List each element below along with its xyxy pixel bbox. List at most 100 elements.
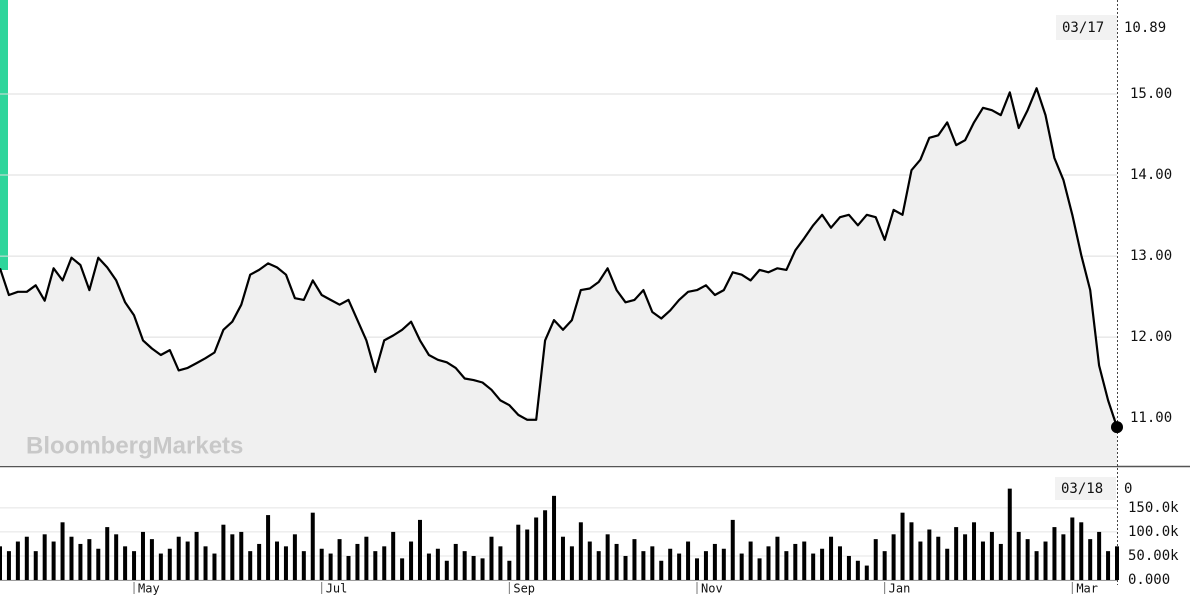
volume-bar (221, 524, 226, 580)
y-tick-label: 0.000 (1128, 572, 1170, 588)
volume-bar (328, 553, 333, 580)
volume-bar (578, 522, 583, 580)
volume-bar (516, 524, 521, 580)
volume-bar (176, 536, 181, 580)
volume-bar (444, 560, 449, 580)
volume-bar (569, 546, 574, 580)
crosshair-value: 0 (1124, 481, 1132, 497)
volume-bar (686, 541, 691, 580)
x-tick-label: Sep (513, 582, 535, 596)
volume-bar (963, 534, 968, 580)
volume-bar (775, 536, 780, 580)
volume-bar (60, 522, 65, 580)
volume-bar (266, 515, 271, 580)
volume-bar (695, 558, 700, 580)
volume-bar (96, 548, 101, 580)
crosshair-date: 03/17 (1062, 20, 1104, 36)
last-point (1111, 421, 1123, 434)
volume-bar (203, 546, 208, 580)
volume-bar (462, 551, 467, 580)
volume-bar (0, 546, 2, 580)
volume-bar (802, 541, 807, 580)
volume-bar (623, 555, 628, 580)
volume-bar (989, 531, 994, 580)
volume-bar (900, 512, 905, 580)
volume-bar (346, 555, 351, 580)
volume-bar (364, 536, 369, 580)
volume-bar (668, 548, 673, 580)
volume-bar (766, 546, 771, 580)
volume-bar (6, 551, 11, 580)
volume-bar (301, 551, 306, 580)
volume-bar (811, 553, 816, 580)
volume-bar (42, 534, 47, 580)
watermark: BloombergMarkets (26, 432, 243, 459)
volume-bar (382, 546, 387, 580)
volume-bar (453, 543, 458, 580)
volume-bar (605, 534, 610, 580)
volume-bar (51, 541, 56, 580)
volume-bar (292, 534, 297, 580)
volume-bar (149, 539, 154, 580)
volume-bar (980, 541, 985, 580)
volume-bar (248, 551, 253, 580)
volume-bar (1052, 527, 1057, 580)
volume-bar (927, 529, 932, 580)
volume-bar (659, 560, 664, 580)
volume-bar (945, 548, 950, 580)
volume-bar (873, 539, 878, 580)
volume-bar (239, 531, 244, 580)
volume-bar (471, 555, 476, 580)
volume-bar (552, 495, 557, 580)
volume-bar (105, 527, 110, 580)
volume-bar (560, 536, 565, 580)
volume-bar (1016, 531, 1021, 580)
volume-bar (194, 531, 199, 580)
volume-bar (435, 548, 440, 580)
volume-bar (257, 543, 262, 580)
volume-bar (132, 551, 137, 580)
volume-bar (140, 531, 145, 580)
volume-bar (543, 510, 548, 580)
volume-bar (1025, 539, 1030, 580)
volume-bar (1115, 546, 1119, 580)
volume-bar (864, 565, 869, 580)
volume-bar (757, 558, 762, 580)
volume-bar (998, 543, 1003, 580)
volume-bar (507, 560, 512, 580)
crosshair-box (1056, 15, 1117, 40)
volume-bar (489, 536, 494, 580)
volume-bar (784, 551, 789, 580)
crosshair-box (1055, 477, 1116, 500)
crosshair-value: 10.89 (1124, 20, 1166, 36)
volume-bar (1106, 551, 1111, 580)
volume-bar (1043, 541, 1048, 580)
volume-bar (525, 529, 530, 580)
y-tick-label: 150.0k (1128, 500, 1179, 516)
volume-bar (936, 536, 941, 580)
y-tick-label: 15.00 (1130, 86, 1172, 102)
volume-bar (891, 534, 896, 580)
volume-bar (596, 551, 601, 580)
volume-bar (829, 536, 834, 580)
volume-bar (15, 541, 20, 580)
volume-bar (739, 553, 744, 580)
volume-bar (355, 543, 360, 580)
area (0, 88, 1117, 467)
volume-bar (33, 551, 38, 580)
volume-bar (230, 534, 235, 580)
volume-bar (721, 548, 726, 580)
volume-bar (391, 531, 396, 580)
volume-bar (78, 543, 83, 580)
volume-bar (793, 543, 798, 580)
volume-bar (1007, 488, 1012, 580)
volume-bar (650, 546, 655, 580)
volume-bar (954, 527, 959, 580)
volume-bar (337, 539, 342, 580)
volume-bar (409, 541, 414, 580)
volume-bar (87, 539, 92, 580)
x-tick-label: Jul (326, 582, 348, 596)
volume-bar (677, 553, 682, 580)
